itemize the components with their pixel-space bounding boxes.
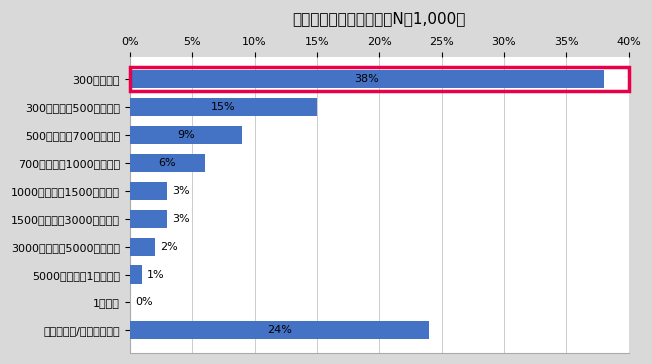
Bar: [130, 67, 629, 91]
Text: 15%: 15%: [211, 102, 235, 112]
Bar: [130, 321, 429, 339]
Text: 3%: 3%: [172, 214, 190, 224]
Bar: [130, 126, 242, 144]
Bar: [130, 238, 155, 256]
Bar: [130, 98, 317, 116]
Bar: [130, 210, 167, 228]
Text: 6%: 6%: [158, 158, 176, 168]
Text: 2%: 2%: [160, 242, 177, 252]
Bar: [130, 182, 167, 200]
Text: 24%: 24%: [267, 325, 292, 335]
Text: 3%: 3%: [172, 186, 190, 196]
Text: 0%: 0%: [135, 297, 153, 308]
Bar: [130, 265, 142, 284]
Bar: [130, 154, 205, 172]
Bar: [130, 70, 604, 88]
Text: 38%: 38%: [354, 74, 379, 84]
Text: 9%: 9%: [177, 130, 195, 140]
Title: 年収別の回答者の内訳（N＝1,000）: 年収別の回答者の内訳（N＝1,000）: [293, 11, 466, 26]
Text: 1%: 1%: [147, 270, 165, 280]
